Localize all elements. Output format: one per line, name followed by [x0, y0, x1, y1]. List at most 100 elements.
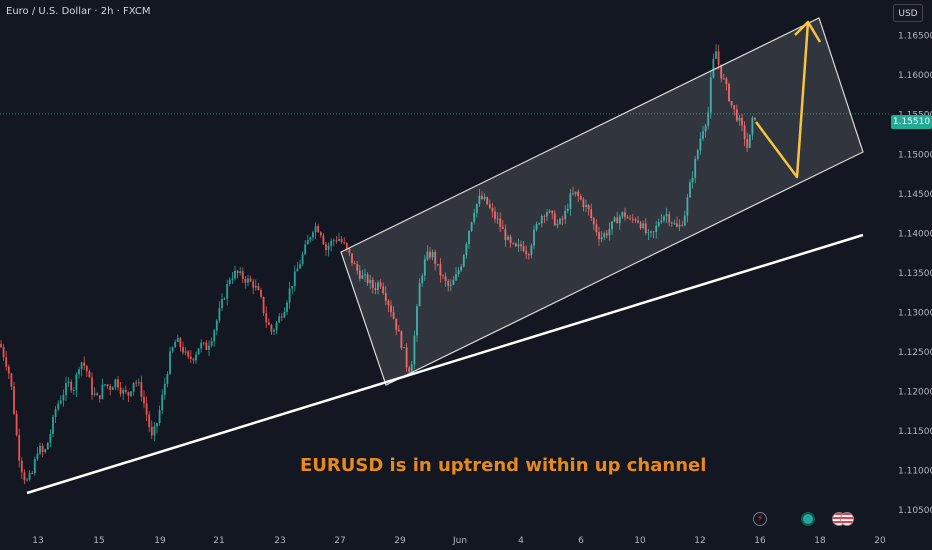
candle-up [228, 279, 231, 284]
candle-down [434, 251, 437, 264]
y-tick-label: 1.14500 [898, 190, 932, 200]
candle-down [325, 244, 327, 251]
candle-up [410, 364, 413, 372]
candle-down [205, 342, 208, 350]
candle-up [642, 223, 645, 229]
candle-up [452, 280, 455, 285]
candle-down [670, 222, 673, 224]
y-tick-label: 1.12500 [898, 348, 932, 358]
candle-down [18, 435, 21, 461]
candle-up [304, 244, 307, 255]
candle-down [442, 275, 444, 277]
candle-up [208, 345, 210, 350]
support-trendline[interactable] [26, 233, 864, 495]
uptrend-channel[interactable] [340, 17, 864, 386]
candle-up [169, 351, 171, 374]
candle-up [176, 338, 179, 342]
candle-up [473, 213, 476, 223]
candle-up [312, 232, 314, 238]
candle-up [611, 221, 613, 230]
candle-up [78, 369, 80, 375]
candle-up [613, 217, 616, 222]
projection-arrow[interactable] [754, 21, 810, 179]
candle-up [608, 229, 611, 236]
candle-up [546, 212, 548, 217]
candle-up [603, 233, 606, 238]
candle-down [124, 390, 127, 393]
candle-down [668, 214, 671, 223]
currency-button[interactable]: USD [893, 4, 923, 22]
candle-up [75, 374, 78, 391]
candle-down [676, 223, 678, 227]
candle-up [174, 341, 177, 348]
candles-group [0, 44, 756, 485]
candle-down [117, 379, 119, 388]
candle-down [109, 386, 112, 390]
candle-down [481, 195, 483, 200]
candle-up [195, 354, 197, 361]
flag-icon[interactable] [840, 512, 854, 526]
time-axis[interactable]: 13 15 19 21 23 27 29 Jun 4 6 10 12 16 18 20 [32, 536, 886, 546]
price-axis[interactable]: 1.165001.160001.155001.150001.145001.140… [898, 32, 932, 517]
candle-up [278, 316, 281, 323]
candle-up [62, 394, 65, 401]
candle-down [145, 403, 148, 415]
candle-up [239, 271, 242, 274]
candle-up [39, 445, 41, 454]
last-price-badge: 1.15510 [891, 115, 932, 129]
candle-down [733, 105, 736, 110]
candle-down [192, 358, 195, 361]
candle-down [127, 392, 130, 396]
candle-up [712, 58, 715, 78]
candle-down [735, 109, 738, 121]
candle-down [577, 191, 580, 196]
candle-down [408, 367, 411, 372]
candle-up [449, 284, 452, 286]
candle-up [470, 222, 473, 231]
candle-down [551, 210, 554, 214]
candle-up [111, 387, 114, 390]
candle-up [65, 383, 67, 395]
candle-down [522, 246, 525, 252]
bolt-icon[interactable]: ⚡ [753, 512, 767, 526]
candle-up [686, 197, 689, 216]
candle-up [332, 240, 335, 242]
candle-up [306, 240, 309, 245]
candle-up [559, 218, 561, 224]
candle-down [520, 244, 522, 247]
candle-up [283, 311, 286, 318]
candle-down [343, 242, 346, 243]
candle-up [421, 275, 424, 284]
candle-down [616, 217, 619, 224]
candle-down [31, 473, 34, 474]
candle-down [392, 312, 395, 319]
x-tick-label: 10 [634, 536, 646, 546]
candle-down [488, 204, 491, 208]
candle-down [356, 264, 359, 271]
candle-up [475, 203, 478, 214]
candle-up [163, 383, 166, 395]
candle-down [631, 218, 634, 220]
x-tick-label: 19 [154, 536, 166, 546]
candle-down [439, 264, 442, 276]
symbol-title[interactable]: Euro / U.S. Dollar · 2h · FXCM [6, 6, 151, 17]
candle-down [605, 233, 608, 236]
candle-up [715, 51, 717, 59]
globe-icon[interactable] [801, 512, 815, 526]
candle-up [403, 347, 405, 349]
candle-up [254, 285, 257, 288]
candle-down [730, 100, 733, 106]
candle-down [244, 278, 247, 283]
candle-up [275, 322, 278, 331]
candle-down [0, 344, 2, 348]
y-tick-label: 1.11500 [898, 427, 932, 437]
candle-up [369, 279, 372, 284]
candle-up [377, 282, 379, 291]
x-tick-label: 20 [874, 536, 886, 546]
candle-down [85, 365, 88, 372]
candle-down [270, 324, 273, 332]
candle-up [153, 426, 156, 436]
candle-down [187, 351, 190, 357]
candle-down [579, 195, 582, 200]
